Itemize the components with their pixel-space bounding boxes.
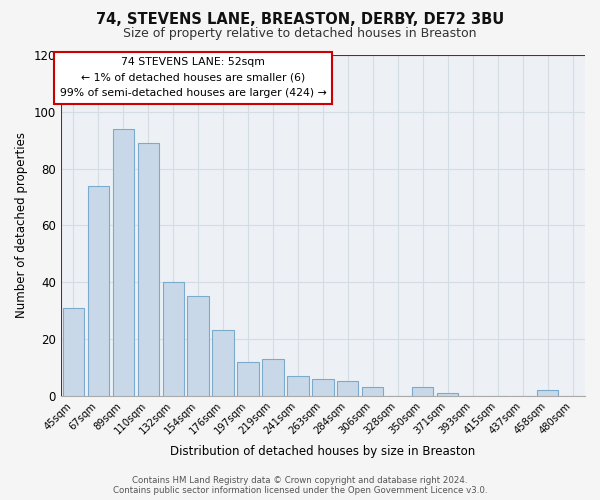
Bar — [437, 393, 458, 396]
Bar — [88, 186, 109, 396]
X-axis label: Distribution of detached houses by size in Breaston: Distribution of detached houses by size … — [170, 444, 476, 458]
Bar — [537, 390, 558, 396]
Bar — [113, 129, 134, 396]
Bar — [412, 387, 433, 396]
Text: Size of property relative to detached houses in Breaston: Size of property relative to detached ho… — [123, 28, 477, 40]
Bar — [212, 330, 233, 396]
Text: 74, STEVENS LANE, BREASTON, DERBY, DE72 3BU: 74, STEVENS LANE, BREASTON, DERBY, DE72 … — [96, 12, 504, 28]
Text: Contains HM Land Registry data © Crown copyright and database right 2024.: Contains HM Land Registry data © Crown c… — [132, 476, 468, 485]
Text: Contains public sector information licensed under the Open Government Licence v3: Contains public sector information licen… — [113, 486, 487, 495]
Bar — [312, 378, 334, 396]
Bar — [337, 382, 358, 396]
Bar — [287, 376, 308, 396]
Y-axis label: Number of detached properties: Number of detached properties — [15, 132, 28, 318]
Bar — [163, 282, 184, 396]
Bar — [362, 387, 383, 396]
Bar — [187, 296, 209, 396]
Text: 74 STEVENS LANE: 52sqm
← 1% of detached houses are smaller (6)
99% of semi-detac: 74 STEVENS LANE: 52sqm ← 1% of detached … — [60, 57, 326, 98]
Bar — [262, 359, 284, 396]
Bar — [62, 308, 84, 396]
Bar — [238, 362, 259, 396]
Bar — [137, 143, 159, 396]
